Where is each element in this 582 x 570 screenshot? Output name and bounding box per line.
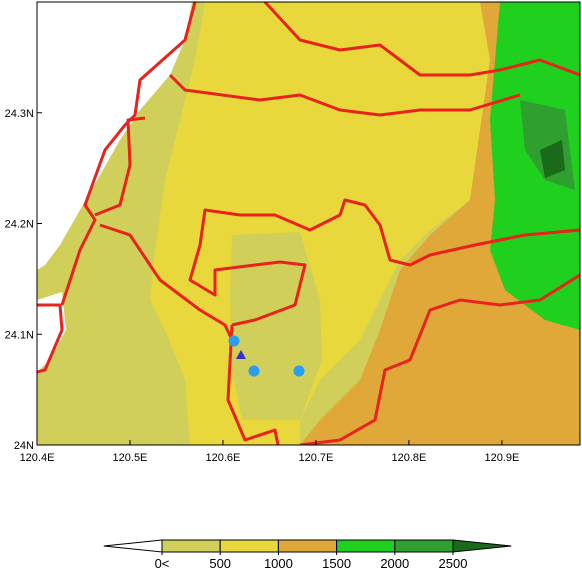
terrain: [37, 2, 580, 445]
colorbar-segment: [219, 539, 279, 553]
x-tick-label: 120.5E: [113, 452, 148, 464]
colorbar-label: 1000: [264, 556, 293, 570]
x-tick-label: 120.8E: [391, 452, 426, 464]
colorbar-label: 0<: [155, 556, 170, 570]
basin: [230, 232, 322, 420]
sea: [37, 292, 66, 372]
y-tick-label: 24N: [14, 440, 34, 452]
boundary: [168, 73, 521, 117]
colorbar-segment: [277, 539, 338, 553]
boundary: [188, 198, 580, 327]
y-tick-label: 24.2N: [5, 219, 34, 231]
colorbar-segment: [336, 539, 396, 553]
colorbar-over: [452, 539, 512, 553]
colorbar-under: [103, 539, 163, 553]
colorbar-label: 1500: [322, 556, 351, 570]
station: [293, 365, 305, 377]
station: [248, 365, 260, 377]
high-mountains: [490, 2, 580, 330]
colorbar-label: 500: [209, 556, 231, 570]
colorbar-label: 2500: [439, 556, 468, 570]
boundary: [94, 116, 146, 217]
boundary: [37, 303, 64, 374]
station: [228, 335, 240, 347]
boundary: [99, 223, 234, 341]
colorbar-segment: [161, 539, 221, 553]
site-marker: [236, 350, 246, 359]
x-tick-label: 120.4E: [20, 452, 55, 464]
summit: [540, 140, 565, 178]
y-tick-label: 24.3N: [5, 108, 34, 120]
boundary: [299, 273, 580, 445]
x-tick-label: 120.7E: [299, 452, 334, 464]
x-tick-label: 120.9E: [484, 452, 519, 464]
boundary: [226, 324, 280, 445]
boundary: [60, 2, 197, 306]
x-tick-label: 120.6E: [206, 452, 241, 464]
colorbar-label: 2000: [380, 556, 409, 570]
y-tick-label: 24.1N: [5, 329, 34, 341]
colorbar-segment: [394, 539, 454, 553]
boundary: [263, 2, 580, 77]
